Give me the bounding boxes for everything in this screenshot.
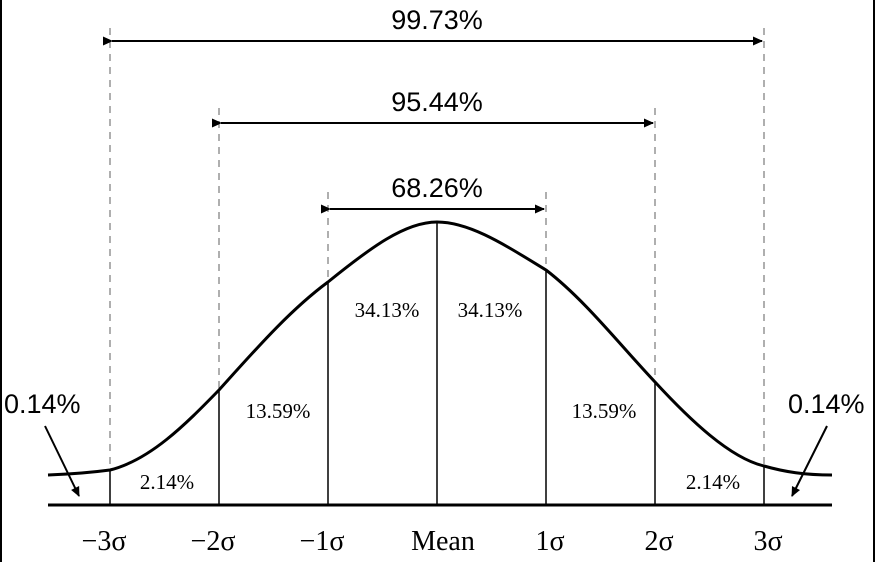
region-dividers <box>109 222 765 505</box>
bell-curve <box>47 220 833 477</box>
tick-label-pos-1-sigma: 1σ <box>535 526 564 557</box>
span-arrows <box>103 36 763 214</box>
region-label-right-2: 13.59% <box>572 399 637 423</box>
region-label-left-3: 2.14% <box>140 470 194 494</box>
tail-pointer-left <box>44 425 80 497</box>
tick-label-neg-2-sigma: −2σ <box>191 526 236 557</box>
span-label-three-sigma: 99.73% <box>391 5 483 35</box>
tick-label-pos-2-sigma: 2σ <box>644 526 673 557</box>
span-label-two-sigma: 95.44% <box>391 87 483 117</box>
tick-label-mean: Mean <box>411 526 475 557</box>
tick-label-neg-3-sigma: −3σ <box>82 526 127 557</box>
region-label-right-1: 34.13% <box>458 298 523 322</box>
right-border <box>873 0 875 562</box>
region-label-left-1: 34.13% <box>355 298 420 322</box>
tail-pointer-right <box>791 425 828 497</box>
tail-label-right: 0.14% <box>788 389 865 419</box>
region-label-right-3: 2.14% <box>686 470 740 494</box>
region-label-left-2: 13.59% <box>246 399 311 423</box>
axis-tick-labels: −3σ −2σ −1σ Mean 1σ 2σ 3σ <box>82 526 783 557</box>
tail-label-left: 0.14% <box>4 389 81 419</box>
span-label-one-sigma: 68.26% <box>391 173 483 203</box>
tick-label-pos-3-sigma: 3σ <box>753 526 782 557</box>
left-border <box>0 0 2 562</box>
tick-label-neg-1-sigma: −1σ <box>300 526 345 557</box>
dashed-guides <box>109 28 765 470</box>
